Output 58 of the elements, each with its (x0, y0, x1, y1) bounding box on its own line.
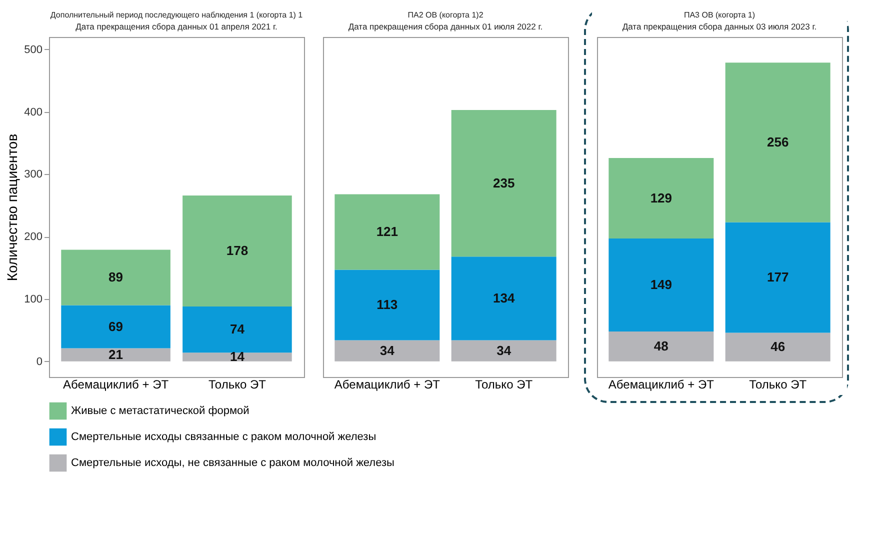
data-label: 113 (376, 296, 398, 312)
data-label: 178 (226, 242, 248, 258)
bar (725, 62, 830, 222)
legend-label: Смертельные исходы связанные с раком молочной железы (71, 431, 376, 443)
legend-label: Живые с метастатической формой (71, 405, 250, 417)
data-label: 14 (230, 349, 246, 364)
bar (182, 306, 292, 353)
data-label: 46 (770, 339, 786, 354)
x-tick-label: Только ЭТ (208, 378, 267, 392)
bar (725, 222, 830, 333)
data-label: 48 (654, 338, 668, 354)
bar (182, 352, 292, 362)
y-tick-label: 500 (24, 44, 42, 56)
data-label: 149 (650, 276, 672, 292)
data-label: 74 (230, 322, 246, 337)
y-axis-title: Количество пациентов (4, 134, 20, 282)
data-label: 256 (766, 134, 789, 150)
bar (451, 340, 556, 362)
y-tick-label: 0 (36, 356, 42, 368)
data-label: 235 (492, 175, 515, 190)
bar (608, 158, 714, 239)
bar (61, 305, 170, 348)
bar (61, 348, 170, 362)
x-tick-label: Абемациклиб + ЭТ (608, 378, 715, 392)
chart-subtitle: Дата прекращения сбора данных 03 июля 2023 г. (622, 22, 817, 32)
y-tick-label: 400 (24, 106, 42, 118)
chart-title: ПА3 ОВ (когорта 1) (684, 10, 756, 20)
data-label: 89 (108, 269, 124, 284)
bar (334, 194, 440, 270)
chart-subtitle: Дата прекращения сбора данных 01 июля 2022 г. (348, 22, 543, 32)
bar (608, 238, 714, 332)
data-label: 69 (108, 318, 124, 334)
data-label: 121 (376, 224, 398, 239)
chart-title: Дополнительный период последующего наблюдения 1 (когорта 1) 1 (50, 10, 304, 20)
data-label: 21 (108, 346, 124, 362)
bar (182, 195, 292, 307)
bar (334, 340, 440, 362)
bar (451, 110, 556, 257)
data-label: 129 (650, 190, 672, 206)
y-tick-label: 200 (24, 231, 42, 244)
bar (608, 331, 714, 362)
data-label: 34 (380, 342, 396, 358)
legend-label: Смертельные исходы, не связанные с раком молочной железы (71, 457, 395, 469)
chart-title: ПА2 ОВ (когорта 1)2 (408, 10, 484, 20)
bar (61, 250, 170, 306)
bar (334, 270, 440, 340)
y-tick-label: 300 (24, 168, 42, 181)
data-label: 177 (766, 269, 789, 284)
x-tick-label: Только ЭТ (475, 378, 534, 392)
x-tick-label: Абемациклиб + ЭТ (334, 378, 441, 392)
data-label: 34 (496, 342, 512, 358)
data-label: 134 (492, 290, 516, 306)
chart-subtitle: Дата прекращения сбора данных 01 апреля 2021 г. (76, 22, 278, 32)
bar (451, 256, 556, 340)
x-tick-label: Абемациклиб + ЭТ (63, 378, 170, 392)
bar (725, 332, 830, 362)
x-tick-label: Только ЭТ (749, 378, 808, 392)
y-tick-label: 100 (24, 294, 42, 306)
